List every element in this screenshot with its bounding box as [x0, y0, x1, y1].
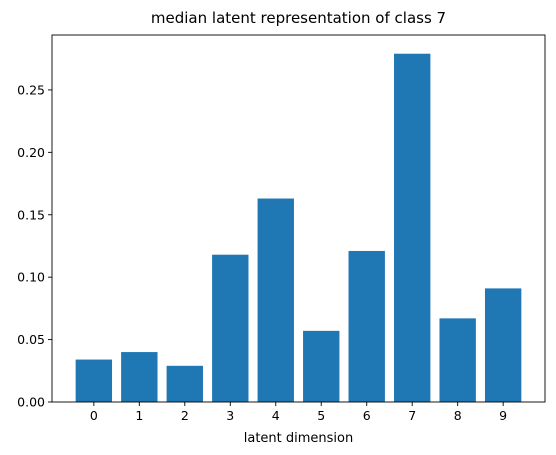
bars-group	[75, 53, 522, 403]
bar-9	[484, 288, 522, 402]
x-tick-label: 9	[499, 408, 507, 423]
bar-5	[303, 330, 340, 402]
bar-4	[257, 198, 294, 402]
x-tick-label: 2	[181, 408, 189, 423]
x-tick-label: 7	[408, 408, 416, 423]
bar-0	[75, 359, 113, 402]
y-tick-label: 0.05	[17, 332, 45, 347]
x-tick-label: 6	[363, 408, 371, 423]
y-tick-label: 0.20	[17, 145, 45, 160]
y-tick-label: 0.25	[17, 82, 45, 97]
chart-title: median latent representation of class 7	[151, 9, 446, 27]
bar-7	[394, 53, 431, 403]
bar-3	[212, 254, 249, 402]
x-axis-label: latent dimension	[244, 431, 353, 446]
x-axis-ticks: 0 1 2 3 4 5 6 7 8 9	[90, 402, 507, 423]
x-tick-label: 8	[454, 408, 462, 423]
bar-2	[166, 365, 203, 402]
x-tick-label: 4	[272, 408, 280, 423]
bar-1	[121, 352, 158, 402]
y-tick-label: 0.15	[17, 207, 45, 222]
x-tick-label: 0	[90, 408, 98, 423]
bar-8	[439, 318, 476, 402]
plot-frame	[51, 34, 546, 403]
x-tick-label: 5	[317, 408, 325, 423]
y-axis-ticks: 0.00 0.05 0.10 0.15 0.20 0.25	[17, 82, 52, 410]
y-tick-label: 0.10	[17, 270, 45, 285]
y-tick-label: 0.00	[17, 395, 45, 410]
bar-6	[348, 250, 385, 402]
x-tick-label: 3	[226, 408, 234, 423]
x-tick-label: 1	[135, 408, 143, 423]
